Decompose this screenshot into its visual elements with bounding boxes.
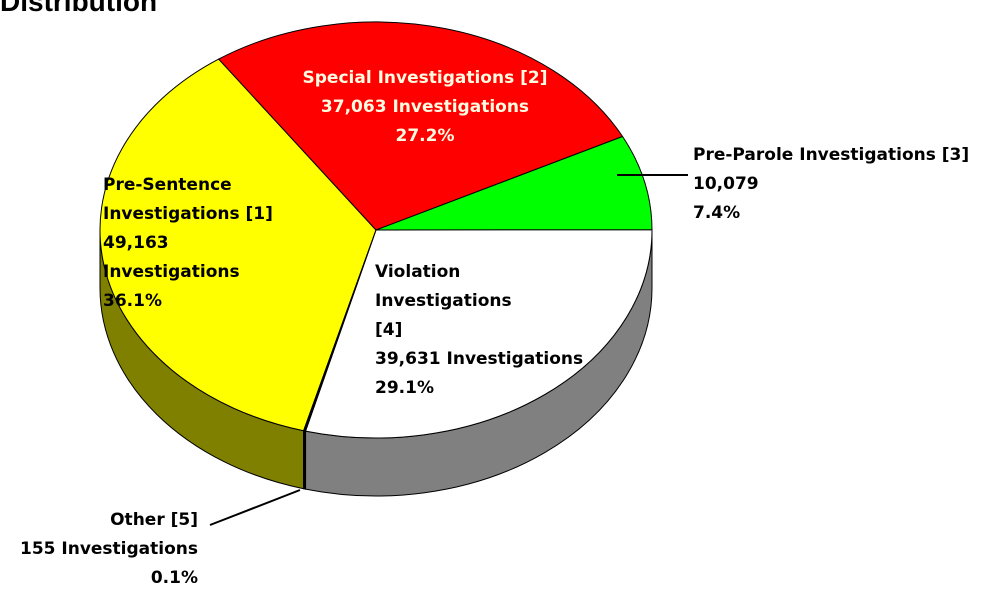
slice-label: Pre-Parole Investigations [3] 10,079 7.4% [693,141,983,228]
slice [304,229,653,439]
slice [217,21,624,231]
slice [375,135,653,231]
label-name: Pre-Sentence Investigations [1] [103,175,273,224]
chart-title: Distribution [0,0,158,17]
label-value: 155 Investigations [19,539,198,559]
slice-label: Special Investigations [2] 37,063 Investi… [280,64,570,151]
label-name: Other [5] [110,510,198,530]
label-name: Special Investigations [2] [302,68,548,88]
slice-label: Violation Investigations [4] 39,631 Inves… [375,258,583,403]
label-percent: 36.1% [103,291,162,311]
slice [99,58,377,432]
label-percent: 29.1% [375,378,434,398]
label-name: Violation Investigations [4] [375,262,512,340]
slice [302,229,377,432]
pie-tops [99,21,653,439]
slice-label: Pre-Sentence Investigations [1] 49,163 In… [103,171,288,316]
label-value: 49,163 Investigations [103,233,240,282]
leader-line [209,489,301,526]
label-percent: 7.4% [693,203,741,223]
label-value: 39,631 Investigations [375,349,584,369]
label-value: 10,079 [693,174,759,194]
label-name: Pre-Parole Investigations [3] [693,145,970,165]
slice-label: Other [5] 155 Investigations 0.1% [0,506,198,593]
label-percent: 27.2% [395,126,455,146]
label-percent: 0.1% [150,568,198,588]
label-value: 37,063 Investigations [320,97,530,117]
slice-side [303,430,307,490]
